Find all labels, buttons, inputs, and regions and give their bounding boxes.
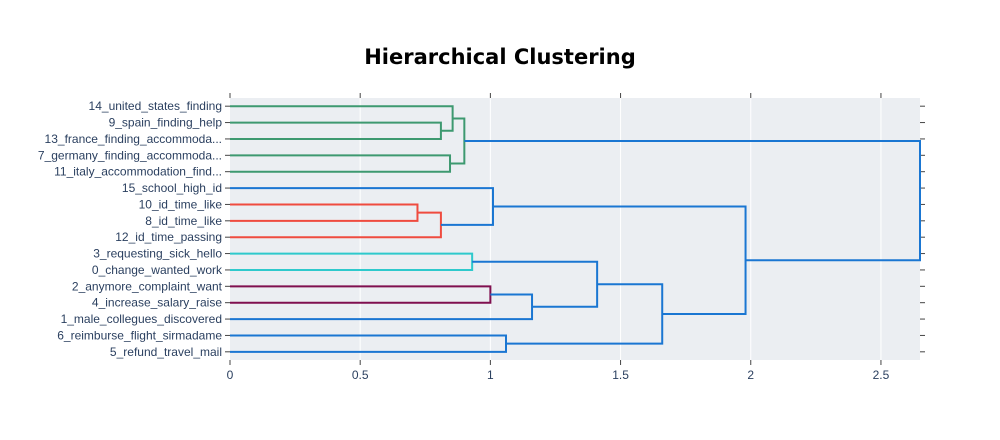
leaf-label: 2_anymore_complaint_want <box>72 279 223 293</box>
leaf-labels: 14_united_states_finding 9_spain_finding_… <box>38 99 223 359</box>
x-tick-label: 1.5 <box>612 368 629 382</box>
leaf-label: 14_united_states_finding <box>89 99 222 113</box>
leaf-label: 8_id_time_like <box>145 214 222 228</box>
leaf-label: 15_school_high_id <box>122 181 222 195</box>
leaf-label: 6_reimburse_flight_sirmadame <box>57 328 222 342</box>
leaf-label: 0_change_wanted_work <box>92 263 223 277</box>
leaf-label: 12_id_time_passing <box>115 230 222 244</box>
leaf-label: 1_male_collegues_discovered <box>61 312 222 326</box>
x-tick-labels: 0 0.5 1 1.5 2 2.5 <box>227 368 890 382</box>
x-tick-label: 1 <box>487 368 494 382</box>
leaf-label: 4_increase_salary_raise <box>92 296 222 310</box>
leaf-label: 10_id_time_like <box>139 197 223 211</box>
leaf-label: 9_spain_finding_help <box>109 116 223 130</box>
dendrogram-link <box>230 285 492 304</box>
dendrogram-link <box>506 283 664 345</box>
x-tick-label: 0.5 <box>352 368 369 382</box>
x-tick-label: 2.5 <box>873 368 890 382</box>
dendrogram-link <box>230 187 494 226</box>
plot-background <box>230 98 920 360</box>
axis-ticks <box>225 93 925 365</box>
leaf-label: 5_refund_travel_mail <box>110 345 222 359</box>
leaf-label: 13_france_finding_accommoda... <box>45 132 222 146</box>
leaf-label: 3_requesting_sick_hello <box>93 247 222 261</box>
leaf-label: 7_germany_finding_accommoda... <box>38 148 222 162</box>
dendrogram-links <box>230 105 921 353</box>
dendrogram-link <box>492 205 747 315</box>
leaf-label: 11_italy_accommodation_find... <box>54 165 222 179</box>
dendrogram-link <box>464 139 921 262</box>
x-tick-label: 0 <box>227 368 234 382</box>
chart-title: Hierarchical Clustering <box>364 45 636 69</box>
x-tick-label: 2 <box>747 368 754 382</box>
dendrogram-link <box>472 260 599 308</box>
